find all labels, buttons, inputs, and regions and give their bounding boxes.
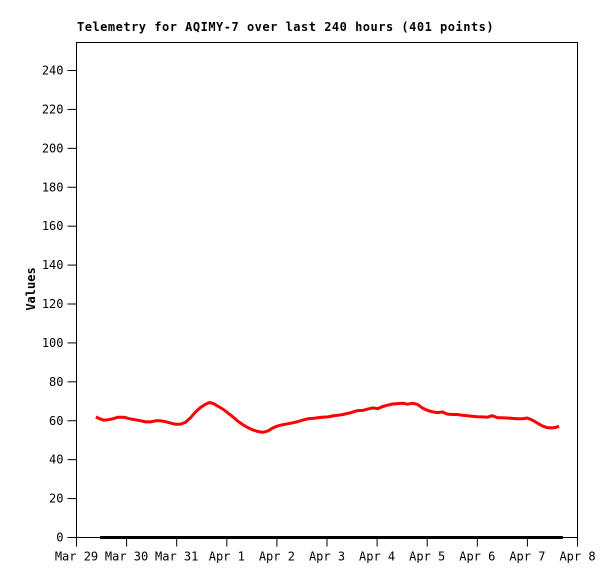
y-tick-label: 240 [42,64,64,78]
x-tick-label: Mar 31 [155,550,198,564]
y-tick-label: 0 [56,531,63,545]
y-tick-label: 20 [49,492,63,506]
x-tick-label: Apr 5 [409,550,445,564]
chart-title: Telemetry for AQIMY-7 over last 240 hour… [77,20,495,34]
y-tick-label: 120 [42,297,64,311]
x-axis: Mar 29 Mar 30 Mar 31 Apr 1 Apr 2 Apr 3 Apr 4 Ap… [55,537,596,564]
y-tick-label: 100 [42,336,64,350]
y-tick-label: 160 [42,219,64,233]
y-tick-label: 40 [49,453,63,467]
y-tick-label: 60 [49,414,63,428]
x-tick-label: Mar 29 [55,550,98,564]
x-tick-label: Mar 30 [105,550,148,564]
series-AQIMY-7-telemetry [95,401,560,434]
plot-frame [76,42,578,538]
x-tick-label: Apr 2 [259,550,295,564]
x-tick-label: Apr 7 [509,550,545,564]
x-tick-label: Apr 3 [309,550,345,564]
x-tick-label: Apr 1 [209,550,245,564]
y-tick-label: 220 [42,102,64,116]
y-tick-label: 200 [42,141,64,155]
y-tick-label: 140 [42,258,64,272]
y-tick-label: 80 [49,375,63,389]
x-tick-label: Apr 8 [559,550,595,564]
x-tick-label: Apr 4 [359,550,395,564]
x-tick-label: Apr 6 [459,550,495,564]
y-axis: 0 20 40 60 80 100 120 140 160 180 200 220 240 [42,64,77,545]
y-tick-label: 180 [42,180,64,194]
